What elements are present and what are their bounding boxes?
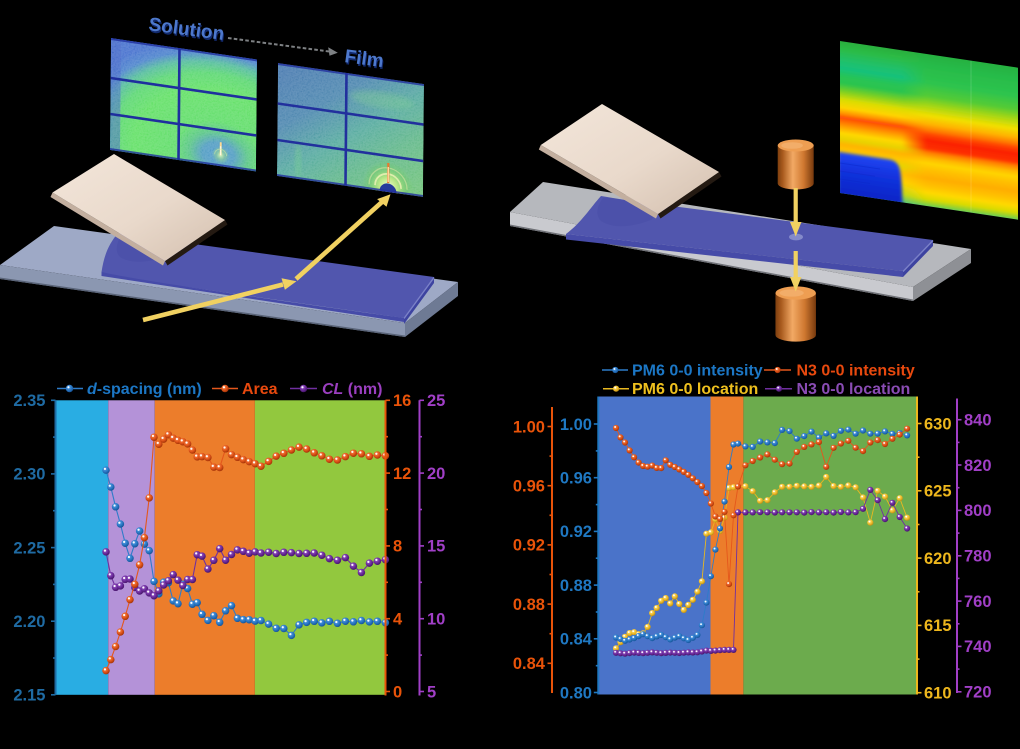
- svg-text:N3 0-0 location: N3 0-0 location: [797, 381, 911, 398]
- svg-text:2.15: 2.15: [13, 687, 45, 705]
- svg-text:d-spacing (nm): d-spacing (nm): [87, 381, 202, 398]
- svg-text:2.30: 2.30: [13, 466, 45, 484]
- svg-text:0.96: 0.96: [560, 470, 592, 488]
- svg-text:0.80: 0.80: [560, 684, 592, 702]
- svg-text:0.84: 0.84: [513, 655, 546, 673]
- svg-text:10: 10: [427, 611, 445, 629]
- svg-text:Film: Film: [343, 46, 384, 72]
- svg-text:2.20: 2.20: [13, 613, 45, 631]
- svg-text:630: 630: [924, 415, 952, 433]
- svg-text:615: 615: [924, 617, 952, 635]
- svg-text:760: 760: [964, 593, 992, 611]
- svg-text:610: 610: [924, 685, 952, 703]
- svg-text:12: 12: [393, 465, 411, 483]
- svg-text:15: 15: [427, 538, 445, 556]
- svg-text:Area: Area: [242, 381, 278, 398]
- svg-text:0: 0: [393, 683, 402, 701]
- svg-text:1.00: 1.00: [560, 416, 592, 434]
- svg-text:PM6 0-0 location: PM6 0-0 location: [632, 381, 758, 398]
- svg-text:1.00: 1.00: [513, 418, 545, 436]
- svg-text:0.96: 0.96: [513, 478, 545, 496]
- svg-text:0.92: 0.92: [560, 523, 592, 541]
- svg-text:2.25: 2.25: [13, 539, 45, 557]
- svg-text:625: 625: [924, 483, 952, 501]
- svg-text:820: 820: [964, 457, 992, 475]
- svg-text:800: 800: [964, 502, 992, 520]
- svg-text:780: 780: [964, 548, 992, 566]
- svg-text:0.92: 0.92: [513, 537, 545, 555]
- svg-text:N3 0-0 intensity: N3 0-0 intensity: [797, 363, 915, 380]
- svg-text:0.84: 0.84: [560, 631, 593, 649]
- svg-text:25: 25: [427, 392, 445, 410]
- svg-text:840: 840: [964, 412, 992, 430]
- svg-text:720: 720: [964, 684, 992, 702]
- svg-text:2.35: 2.35: [13, 392, 45, 410]
- svg-text:5: 5: [427, 683, 436, 701]
- svg-text:620: 620: [924, 550, 952, 568]
- svg-text:0.88: 0.88: [513, 596, 545, 614]
- svg-text:8: 8: [393, 538, 402, 556]
- svg-text:740: 740: [964, 638, 992, 656]
- svg-text:4: 4: [393, 611, 403, 629]
- svg-text:0.88: 0.88: [560, 577, 592, 595]
- svg-text:CL (nm): CL (nm): [322, 381, 382, 398]
- svg-text:16: 16: [393, 392, 411, 410]
- svg-text:20: 20: [427, 465, 445, 483]
- svg-text:PM6 0-0 intensity: PM6 0-0 intensity: [632, 363, 763, 380]
